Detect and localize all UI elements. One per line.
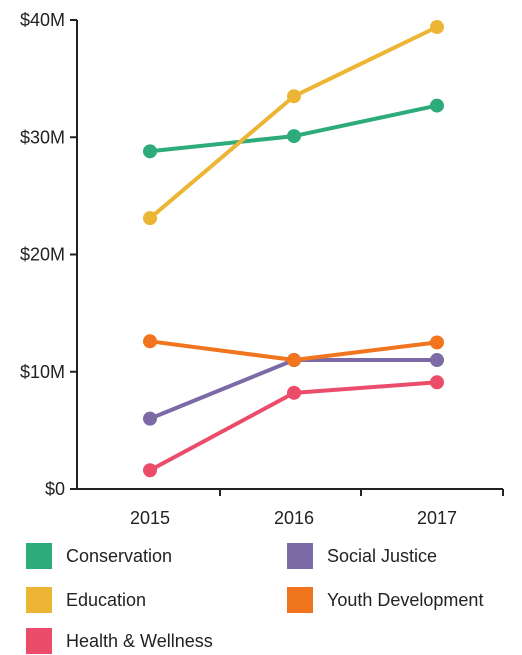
data-point-youth-development [287,353,301,368]
data-point-social-justice [430,353,444,368]
y-axis-ticks: $0 $10M $20M $30M $40M [20,10,77,499]
data-point-education [287,89,301,104]
data-point-conservation [287,129,301,144]
series-points [143,20,444,478]
series-line-education [148,25,439,221]
y-tick-label: $30M [20,127,65,147]
x-tick-label: 2016 [274,508,314,528]
y-tick-label: $10M [20,362,65,382]
data-point-youth-development [430,335,444,350]
x-axis-ticks: 2015 2016 2017 [130,489,504,528]
data-point-conservation [143,144,157,159]
data-point-conservation [430,98,444,113]
data-point-education [430,20,444,35]
y-tick-label: $20M [20,245,65,265]
data-point-education [143,211,157,226]
data-point-health-wellness [143,463,157,478]
data-point-social-justice [143,411,157,426]
data-point-health-wellness [430,375,444,390]
data-point-youth-development [143,334,157,349]
data-point-health-wellness [287,385,301,400]
y-tick-label: $40M [20,10,65,30]
x-tick-label: 2015 [130,508,170,528]
series-line-conservation [148,103,439,154]
x-tick-label: 2017 [417,508,457,528]
y-tick-label: $0 [45,479,65,499]
